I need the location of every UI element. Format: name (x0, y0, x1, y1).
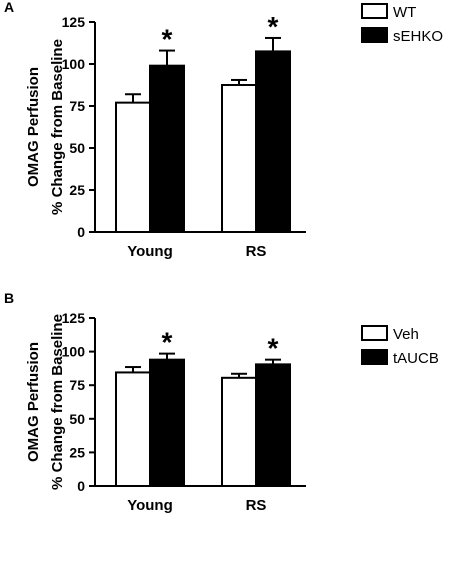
panel-a: A OMAG Perfusion % Change from Baseline 0 25… (4, 0, 443, 260)
x-tick-label: Young (127, 243, 173, 260)
y-tick-label: 100 (62, 344, 86, 360)
y-tick-label: 125 (62, 14, 86, 30)
bar-veh-rs (221, 376, 257, 488)
bar-sehko-rs (255, 50, 291, 234)
panel-b: B OMAG Perfusion % Change from Baseline 0 25… (4, 290, 439, 514)
significance-asterisk: * (162, 24, 173, 55)
panel-label: A (4, 0, 14, 15)
significance-asterisk: * (162, 327, 173, 358)
legend-label: sEHKO (393, 28, 443, 45)
y-tick-label: 125 (62, 310, 86, 326)
y-tick-label: 75 (69, 377, 85, 393)
y-tick-label: 75 (69, 98, 85, 114)
x-tick-label: RS (246, 243, 267, 260)
panel-label: B (4, 290, 14, 306)
y-tick-label: 50 (69, 140, 85, 156)
y-tick-label: 100 (62, 56, 86, 72)
significance-asterisk: * (268, 11, 279, 42)
legend-label: Veh (393, 326, 419, 343)
bar-sehko-young (149, 64, 185, 234)
bar-taucb-rs (255, 363, 291, 488)
legend-swatch (361, 3, 388, 19)
x-tick-label: Young (127, 497, 173, 514)
x-tick-label: RS (246, 497, 267, 514)
y-tick-label: 0 (77, 478, 85, 494)
bar-wt-young (115, 101, 151, 233)
significance-asterisk: * (268, 333, 279, 364)
y-axis-title-line-1: OMAG Perfusion (25, 67, 42, 187)
y-tick-label: 0 (77, 224, 85, 240)
legend-swatch (361, 325, 388, 341)
y-axis-title-line-2: % Change from Baseline (49, 39, 66, 215)
bar-taucb-young (149, 358, 185, 487)
bar-veh-young (115, 371, 151, 488)
legend-swatch (361, 349, 388, 365)
y-tick-label: 25 (69, 182, 85, 198)
legend-swatch (361, 27, 388, 43)
legend-label: WT (393, 4, 416, 21)
legend-label: tAUCB (393, 350, 439, 367)
bar-wt-rs (221, 84, 257, 233)
y-axis-title-line-1: OMAG Perfusion (25, 342, 42, 462)
y-axis-title-line-2: % Change from Baseline (49, 314, 66, 490)
y-tick-label: 25 (69, 444, 85, 460)
y-tick-label: 50 (69, 411, 85, 427)
